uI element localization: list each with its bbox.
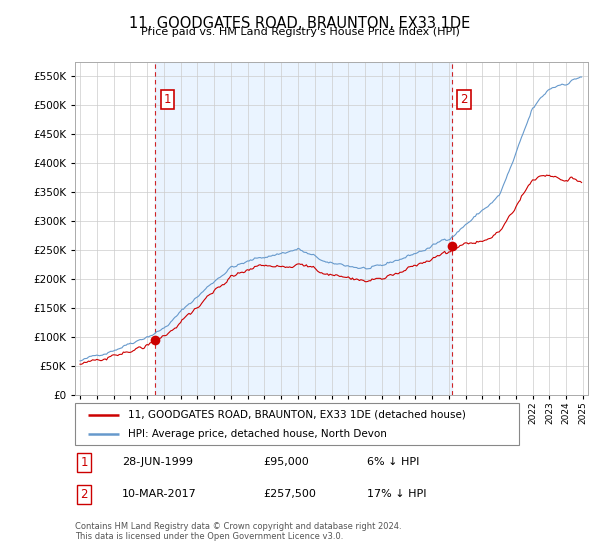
Text: 28-JUN-1999: 28-JUN-1999 [122, 457, 193, 467]
Text: 1: 1 [80, 456, 88, 469]
Text: 2: 2 [460, 93, 468, 106]
Text: 2: 2 [80, 488, 88, 501]
Text: Price paid vs. HM Land Registry's House Price Index (HPI): Price paid vs. HM Land Registry's House … [140, 27, 460, 37]
Text: 11, GOODGATES ROAD, BRAUNTON, EX33 1DE: 11, GOODGATES ROAD, BRAUNTON, EX33 1DE [130, 16, 470, 31]
Text: 11, GOODGATES ROAD, BRAUNTON, EX33 1DE (detached house): 11, GOODGATES ROAD, BRAUNTON, EX33 1DE (… [128, 409, 466, 419]
Text: Contains HM Land Registry data © Crown copyright and database right 2024.
This d: Contains HM Land Registry data © Crown c… [75, 522, 401, 542]
Text: HPI: Average price, detached house, North Devon: HPI: Average price, detached house, Nort… [128, 429, 387, 439]
Text: 17% ↓ HPI: 17% ↓ HPI [367, 489, 427, 500]
Text: £257,500: £257,500 [263, 489, 316, 500]
Text: 1: 1 [164, 93, 171, 106]
Bar [155, 62, 452, 395]
FancyBboxPatch shape [75, 403, 519, 445]
Text: 10-MAR-2017: 10-MAR-2017 [122, 489, 197, 500]
Text: 6% ↓ HPI: 6% ↓ HPI [367, 457, 419, 467]
Text: £95,000: £95,000 [263, 457, 308, 467]
